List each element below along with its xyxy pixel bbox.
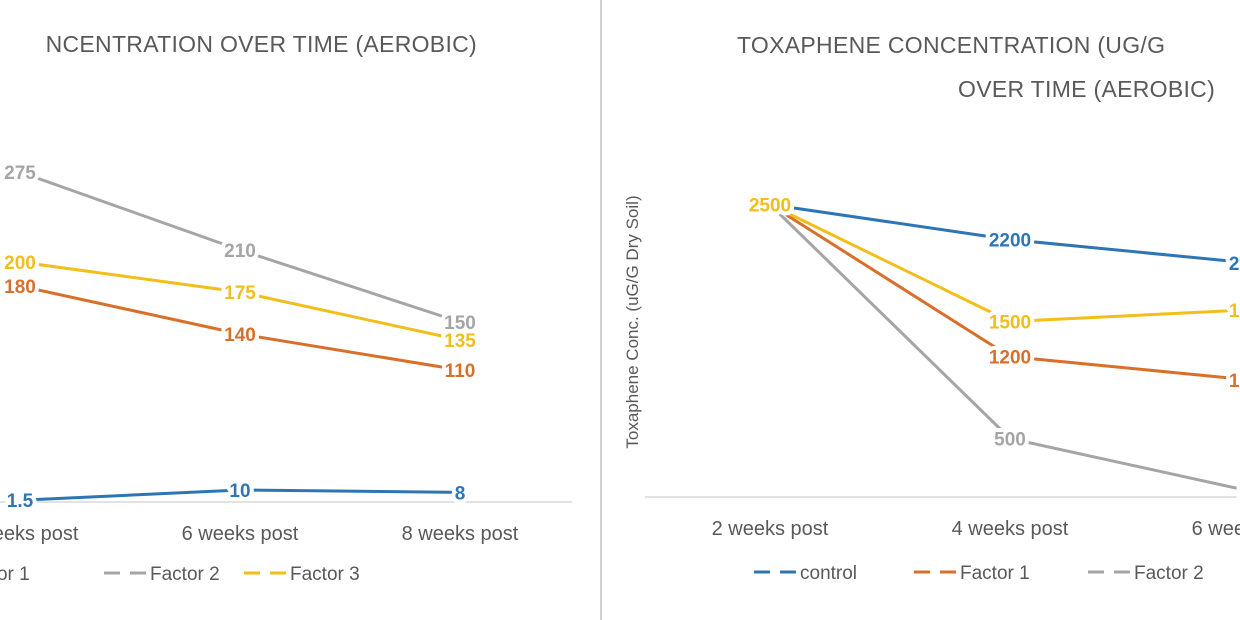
right-data-label: 2500: [749, 196, 791, 217]
left-series-line-control: [19, 488, 461, 502]
right-data-label: 500: [994, 430, 1026, 451]
right-series-line-factor-3: [769, 203, 1240, 323]
right-y-axis-label: Toxaphene Conc. (uG/G Dry Soil): [623, 195, 642, 448]
left-data-label: 10: [229, 481, 250, 502]
left-data-label: 140: [224, 325, 256, 346]
right-data-label: 1200: [989, 348, 1031, 369]
left-data-label: 200: [4, 253, 36, 274]
right-data-label: 2000: [1229, 254, 1240, 275]
left-legend-item: Factor 1: [0, 564, 30, 585]
left-chart-title: NCENTRATION OVER TIME (AEROBIC): [46, 31, 477, 57]
right-x-tick-label: 2 weeks post: [712, 518, 829, 540]
right-legend-item: control: [800, 563, 857, 584]
right-series-line-factor-1: [769, 203, 1240, 381]
left-data-label: 175: [224, 283, 256, 304]
left-data-label: 1.5: [7, 491, 34, 512]
left-series-line-factor-3: [19, 260, 461, 342]
left-data-label: 210: [224, 241, 256, 262]
left-data-label: 135: [444, 331, 476, 352]
left-x-tick-label: 4 weeks post: [0, 523, 79, 545]
right-data-label: 2200: [989, 231, 1031, 252]
right-legend-item: Factor 1: [960, 563, 1030, 584]
right-legend-item: Factor 2: [1134, 563, 1204, 584]
left-x-tick-label: 8 weeks post: [402, 523, 519, 545]
right-data-label: 1600: [1229, 301, 1240, 322]
right-series-line-factor-2: [768, 203, 1240, 491]
left-data-label: 110: [445, 361, 476, 382]
right-data-label: 1000: [1229, 371, 1240, 392]
right-chart-title-line2: OVER TIME (AEROBIC): [958, 76, 1215, 102]
left-data-label: 180: [4, 277, 36, 298]
left-x-tick-label: 6 weeks post: [182, 523, 299, 545]
left-series-line-factor-1: [19, 284, 461, 372]
right-data-label: 1500: [989, 313, 1031, 334]
right-chart-title-line1: TOXAPHENE CONCENTRATION (UG/G: [737, 32, 1165, 58]
left-legend-item: Factor 3: [290, 564, 360, 585]
left-data-label: 275: [4, 163, 36, 184]
left-legend-item: Factor 2: [150, 564, 220, 585]
right-x-tick-label: 6 weeks post: [1192, 518, 1240, 540]
right-series-line-control: [769, 203, 1240, 264]
left-data-label: 150: [444, 313, 476, 334]
left-data-label: 8: [455, 483, 466, 504]
left-series-line-factor-2: [19, 170, 461, 324]
right-x-tick-label: 4 weeks post: [952, 518, 1069, 540]
